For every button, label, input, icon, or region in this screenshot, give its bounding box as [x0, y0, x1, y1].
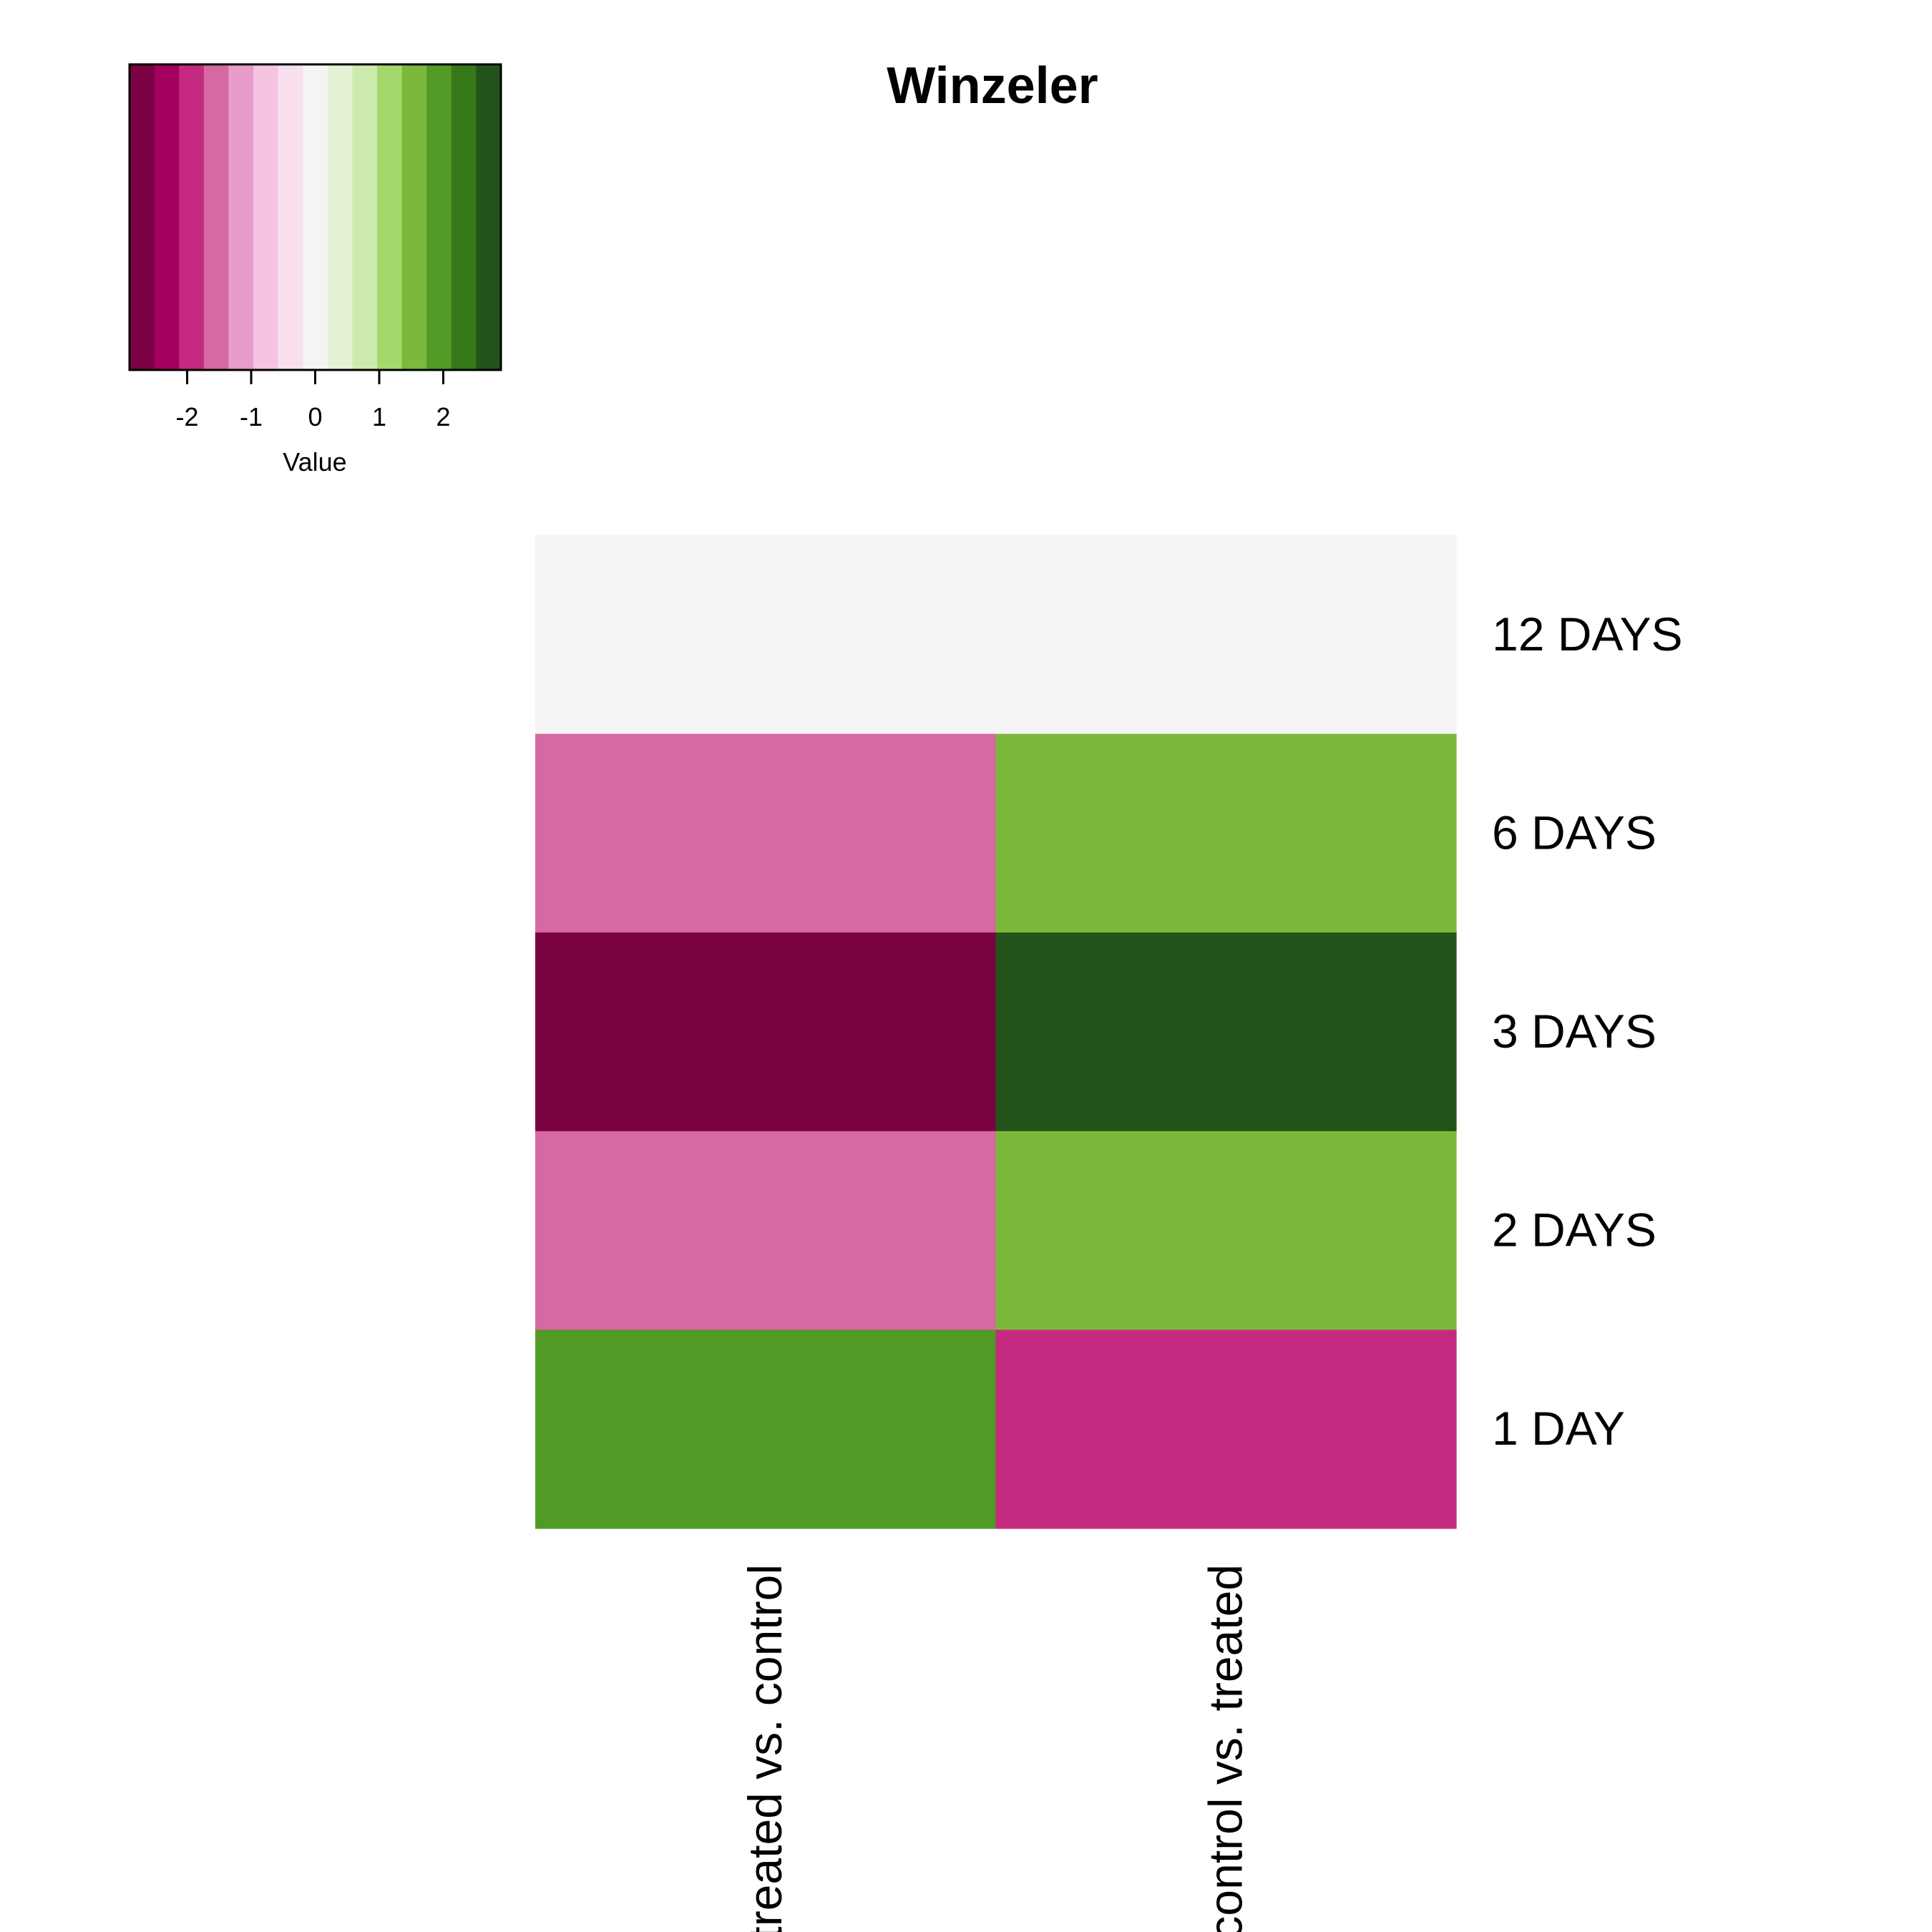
color-key-band — [352, 64, 378, 370]
color-key-axis: -2 -1 0 1 2 — [176, 370, 450, 431]
color-key-bands — [130, 64, 502, 370]
color-key-tick-label: 1 — [372, 402, 386, 431]
color-key-band — [451, 64, 477, 370]
color-key-tick-label: -2 — [176, 402, 199, 431]
column-labels: treated vs. control control vs. treated — [738, 1564, 1252, 1932]
color-key-band — [179, 64, 205, 370]
heatmap-cell — [535, 932, 997, 1132]
row-labels: 12 DAYS 6 DAYS 3 DAYS 2 DAYS 1 DAY — [1492, 608, 1683, 1455]
color-key-band — [327, 64, 353, 370]
row-label: 2 DAYS — [1492, 1204, 1657, 1257]
color-key-tick-label: 0 — [308, 402, 322, 431]
color-key: -2 -1 0 1 2 Value — [128, 63, 502, 477]
heatmap-cell — [995, 1330, 1457, 1529]
heatmap-cell — [535, 1330, 997, 1529]
chart-title: Winzeler — [887, 57, 1098, 114]
column-label: treated vs. control — [738, 1564, 791, 1932]
color-key-band — [303, 64, 328, 370]
heatmap-cell — [995, 733, 1457, 933]
color-key-band — [203, 64, 229, 370]
color-key-band — [228, 64, 254, 370]
color-key-band — [253, 64, 279, 370]
color-key-band — [130, 64, 155, 370]
color-key-band — [154, 64, 180, 370]
color-key-label: Value — [283, 447, 346, 477]
column-label: control vs. treated — [1199, 1564, 1252, 1932]
heatmap-cell — [535, 733, 997, 933]
row-label: 6 DAYS — [1492, 806, 1657, 859]
heatmap-cell — [535, 535, 997, 735]
color-key-band — [426, 64, 452, 370]
color-key-tick-label: -1 — [240, 402, 263, 431]
color-key-band — [377, 64, 403, 370]
heatmap-cell — [535, 1131, 997, 1330]
heatmap-cells — [535, 535, 1457, 1529]
heatmap-cell — [995, 535, 1457, 735]
row-label: 12 DAYS — [1492, 608, 1683, 660]
heatmap-cell — [995, 1131, 1457, 1330]
color-key-band — [401, 64, 427, 370]
color-key-tick-label: 2 — [436, 402, 450, 431]
color-key-band — [278, 64, 303, 370]
row-label: 1 DAY — [1492, 1402, 1625, 1455]
color-key-band — [476, 64, 502, 370]
heatmap-cell — [995, 932, 1457, 1132]
row-label: 3 DAYS — [1492, 1005, 1657, 1058]
